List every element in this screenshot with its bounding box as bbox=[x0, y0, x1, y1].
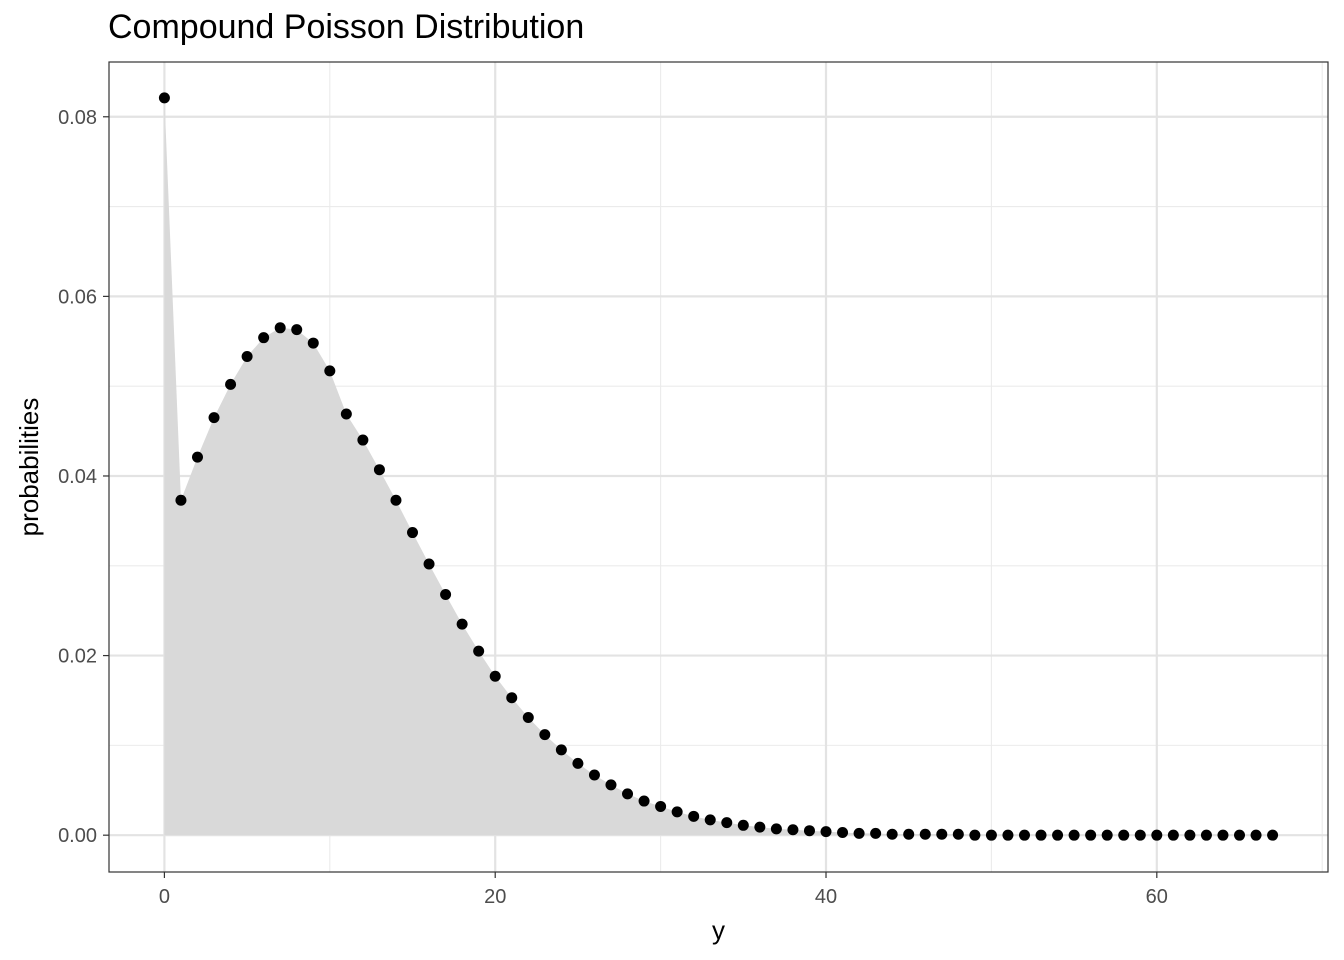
data-point bbox=[985, 829, 997, 841]
data-point bbox=[407, 527, 419, 539]
data-point bbox=[506, 692, 518, 704]
data-point bbox=[903, 828, 915, 840]
probability-area bbox=[164, 97, 1273, 836]
data-point bbox=[274, 322, 286, 334]
data-point bbox=[605, 779, 617, 791]
x-tick-label: 20 bbox=[484, 886, 506, 908]
grid-minor bbox=[109, 62, 1328, 872]
data-point bbox=[969, 829, 981, 841]
data-point bbox=[787, 824, 799, 836]
data-point bbox=[440, 589, 452, 601]
data-point bbox=[1151, 829, 1163, 841]
data-point bbox=[1184, 829, 1196, 841]
data-point bbox=[737, 819, 749, 831]
data-point bbox=[258, 332, 270, 344]
x-tick-label: 40 bbox=[815, 886, 837, 908]
data-point bbox=[1068, 829, 1080, 841]
data-point bbox=[1200, 829, 1212, 841]
data-point bbox=[307, 337, 319, 349]
data-point bbox=[754, 821, 766, 833]
y-axis: 0.00 0.02 0.04 0.06 0.08 bbox=[58, 107, 109, 847]
x-tick-label: 0 bbox=[159, 886, 170, 908]
data-point bbox=[770, 823, 782, 835]
y-tick-label: 0.00 bbox=[58, 825, 97, 847]
data-point bbox=[655, 800, 667, 812]
data-point bbox=[1085, 829, 1097, 841]
data-point bbox=[638, 795, 650, 807]
data-point bbox=[1035, 829, 1047, 841]
data-point bbox=[704, 814, 716, 826]
data-point bbox=[1250, 829, 1262, 841]
data-point bbox=[919, 828, 931, 840]
data-point bbox=[1052, 829, 1064, 841]
data-point bbox=[1101, 829, 1113, 841]
data-point bbox=[820, 826, 832, 838]
data-point bbox=[539, 729, 551, 741]
data-point bbox=[340, 408, 352, 420]
y-axis-title: probabilities bbox=[14, 398, 44, 537]
data-point bbox=[853, 827, 865, 839]
panel-border bbox=[108, 61, 1329, 873]
data-point bbox=[588, 769, 600, 781]
data-point bbox=[489, 670, 501, 682]
x-axis-title: y bbox=[712, 915, 725, 945]
data-point bbox=[803, 825, 815, 837]
data-point bbox=[191, 451, 203, 463]
data-point bbox=[324, 365, 336, 377]
data-point bbox=[837, 826, 849, 838]
data-point bbox=[522, 712, 534, 724]
data-point bbox=[622, 788, 634, 800]
x-axis: 0 20 40 60 bbox=[159, 872, 1168, 908]
data-point bbox=[1118, 829, 1130, 841]
y-tick-label: 0.04 bbox=[58, 466, 97, 488]
data-point bbox=[1167, 829, 1179, 841]
data-point bbox=[456, 618, 468, 630]
data-point bbox=[721, 817, 733, 829]
data-point bbox=[688, 810, 700, 822]
data-point bbox=[1234, 829, 1246, 841]
data-point bbox=[1002, 829, 1014, 841]
data-point bbox=[357, 434, 369, 446]
data-point bbox=[158, 92, 170, 104]
data-point bbox=[423, 558, 435, 570]
data-points bbox=[158, 92, 1279, 841]
data-point bbox=[208, 412, 220, 424]
data-point bbox=[390, 494, 402, 506]
data-point bbox=[1134, 829, 1146, 841]
data-point bbox=[886, 828, 898, 840]
data-point bbox=[671, 806, 683, 818]
data-point bbox=[1018, 829, 1030, 841]
chart-title: Compound Poisson Distribution bbox=[108, 8, 585, 46]
data-point bbox=[1217, 829, 1229, 841]
data-point bbox=[936, 828, 948, 840]
data-point bbox=[572, 757, 584, 769]
data-point bbox=[952, 828, 964, 840]
y-tick-label: 0.02 bbox=[58, 646, 97, 668]
data-point bbox=[241, 351, 253, 363]
data-point bbox=[291, 324, 303, 336]
data-point bbox=[373, 464, 385, 476]
y-tick-label: 0.08 bbox=[58, 107, 97, 129]
data-point bbox=[175, 494, 187, 506]
x-tick-label: 60 bbox=[1146, 886, 1168, 908]
y-tick-label: 0.06 bbox=[58, 286, 97, 308]
data-point bbox=[1267, 829, 1279, 841]
data-point bbox=[473, 645, 485, 657]
data-point bbox=[555, 744, 567, 756]
data-point bbox=[225, 378, 237, 390]
data-point bbox=[870, 827, 882, 839]
